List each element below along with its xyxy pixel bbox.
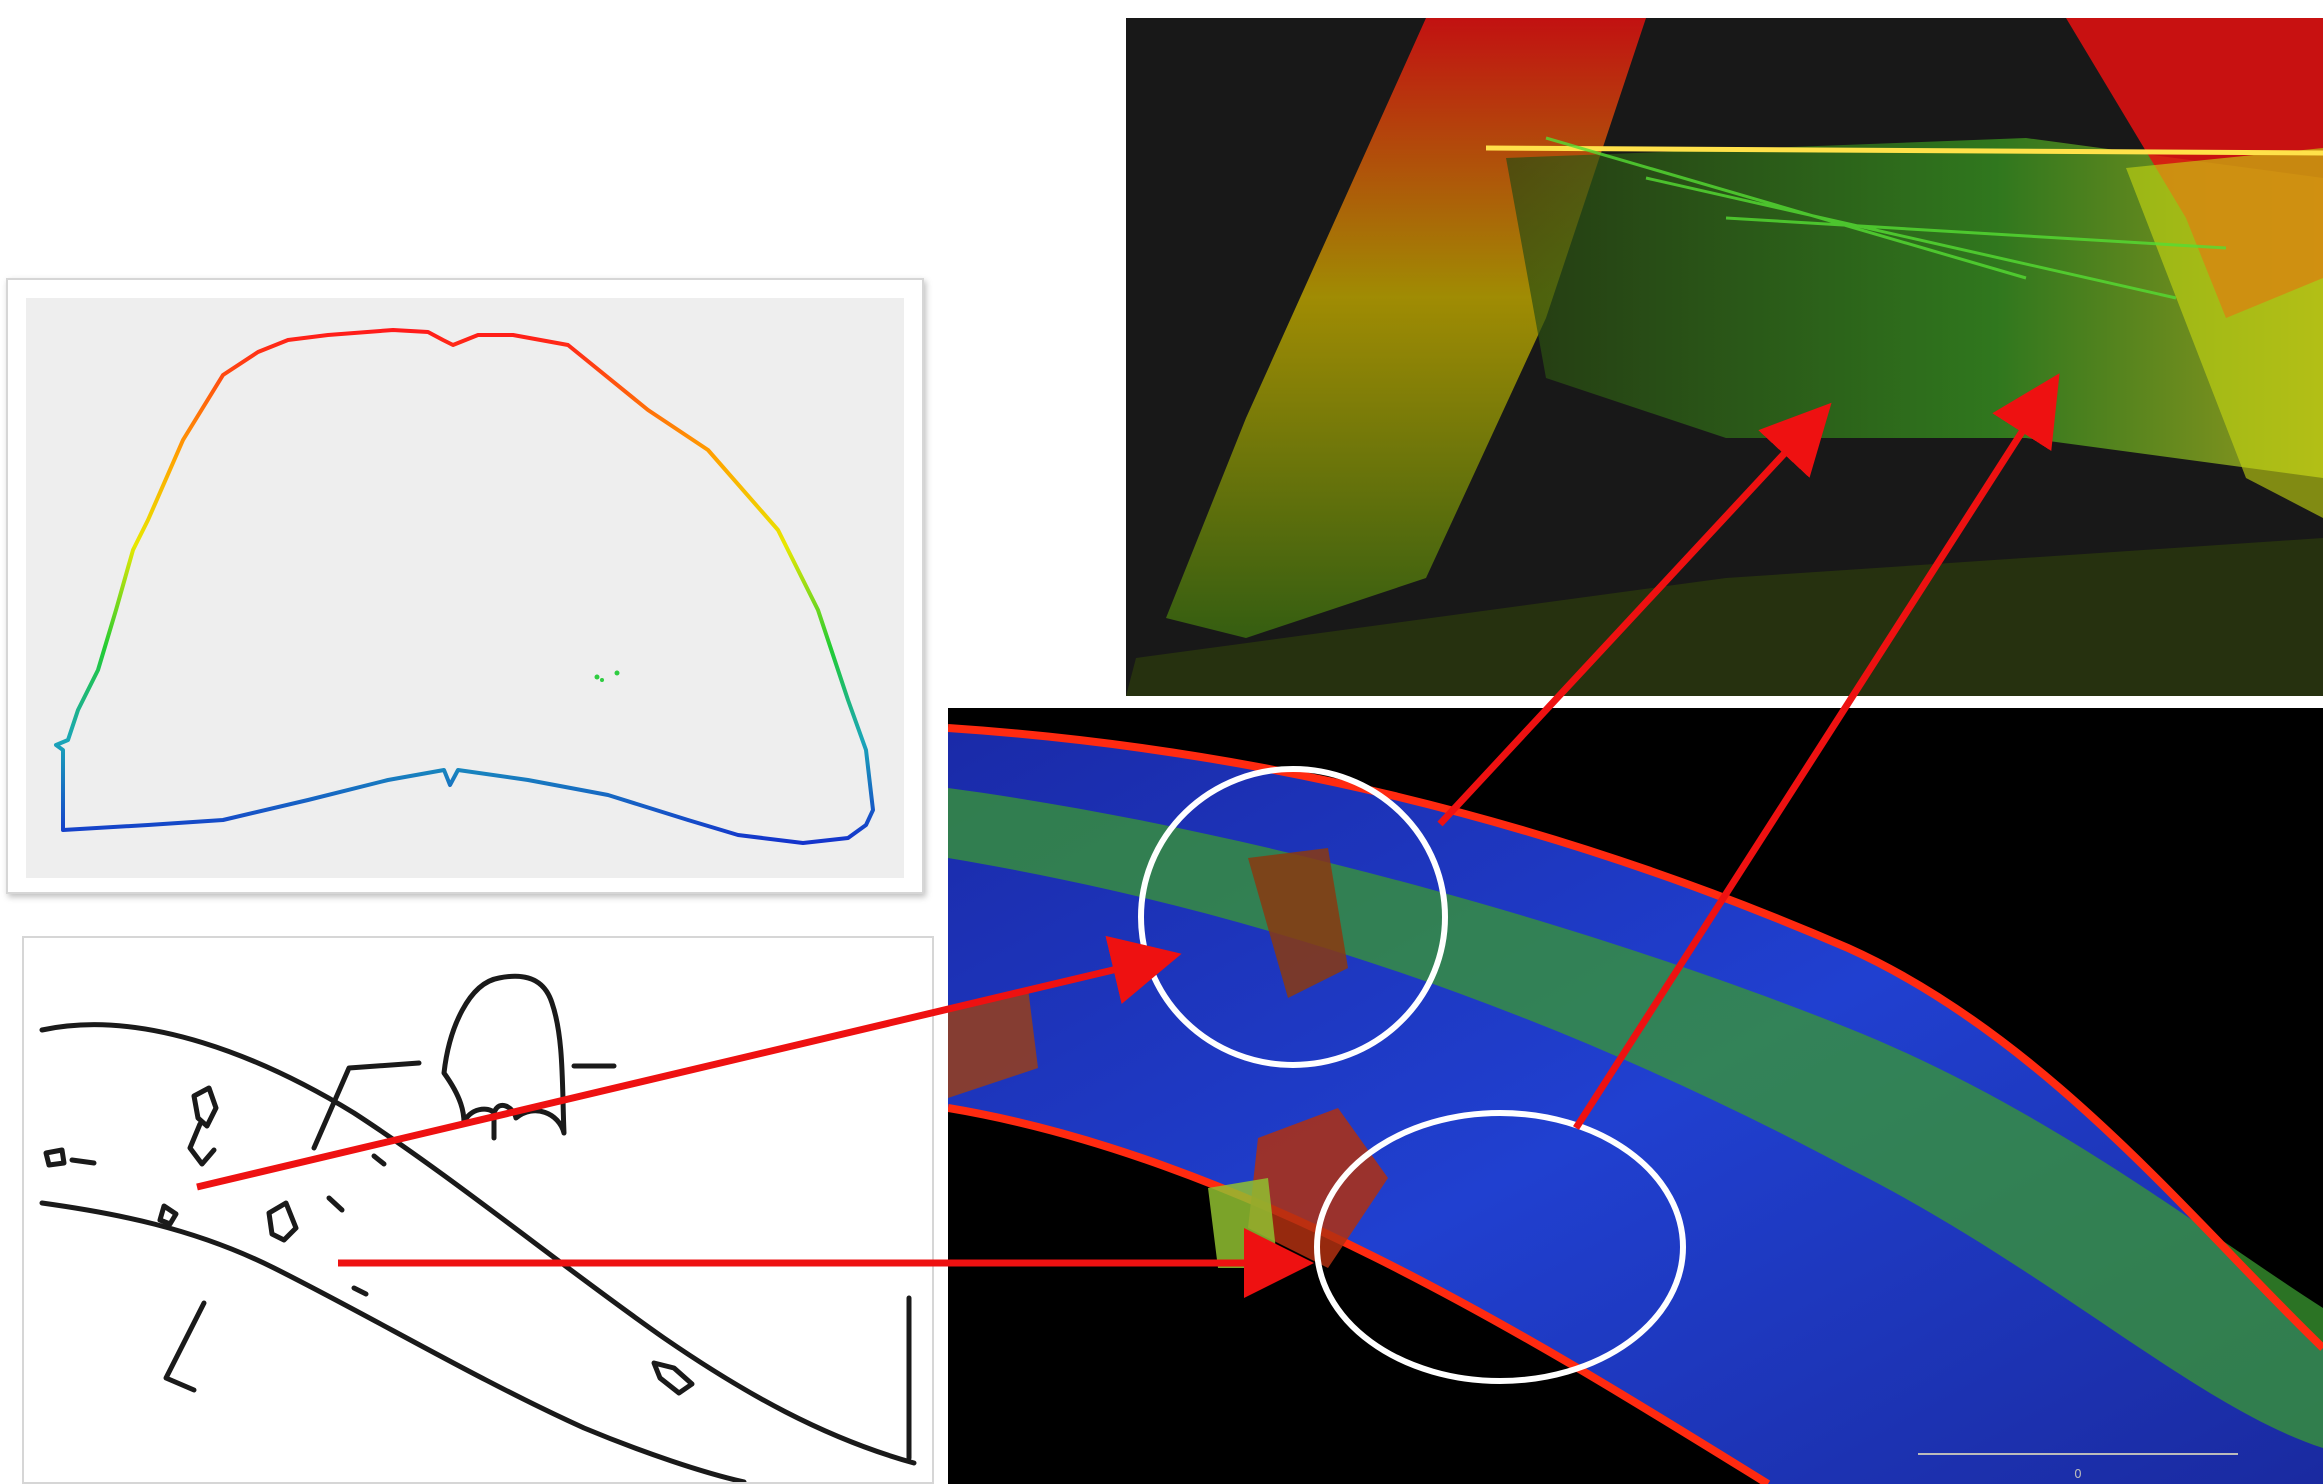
profile-outline	[54, 328, 875, 845]
floor-ridges	[1545, 136, 2227, 300]
point-cloud-plan-panel: 0	[948, 708, 2323, 1484]
sketch-cross-section	[441, 973, 567, 1136]
profile-background	[26, 298, 904, 878]
stray-point	[614, 670, 620, 676]
hand-drawn-sketch	[39, 973, 917, 1482]
boulder-sketch-right	[651, 1360, 695, 1396]
boulder-lower-green	[1208, 1178, 1278, 1268]
center-ridge-points	[948, 788, 2323, 1448]
point-cloud-plan: 0	[948, 708, 2323, 1484]
tunnel-wall-upper	[39, 1022, 917, 1466]
debris-marks	[326, 1153, 387, 1297]
scale-bar-label: 0	[2074, 1467, 2082, 1481]
rubble-sketch	[43, 1147, 97, 1168]
section-line-left	[311, 1060, 422, 1151]
boulder-sketch-lower	[266, 1200, 299, 1243]
point-cloud-perspective-panel	[1126, 18, 2323, 696]
right-pillar-points	[2126, 148, 2323, 518]
cross-section-panel	[6, 278, 924, 894]
tunnel-wall-lower	[39, 1200, 747, 1482]
boulder-sketch-small	[157, 1203, 179, 1227]
ceiling-edge-line	[1485, 145, 2323, 156]
point-cloud-perspective	[1126, 18, 2323, 696]
section-line-bottom	[163, 1300, 207, 1393]
cross-section-profile	[26, 298, 904, 878]
stray-point	[594, 674, 600, 680]
sketch-panel	[22, 936, 934, 1484]
boulder-sketch-upper	[187, 1085, 219, 1167]
stray-point	[600, 678, 604, 682]
